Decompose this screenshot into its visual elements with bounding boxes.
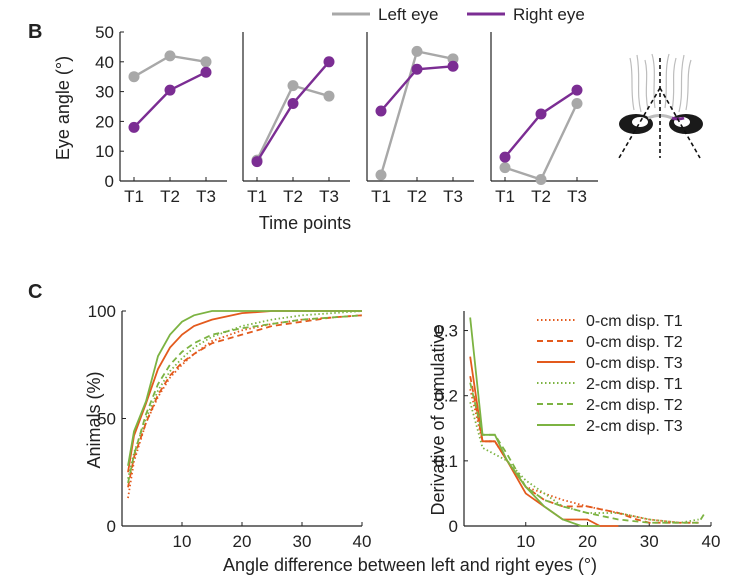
y-tick-label: 20 — [95, 112, 114, 131]
legend-label: 2-cm disp. T1 — [586, 376, 683, 393]
y-tick-label: 30 — [95, 83, 114, 102]
legend-label: 0-cm disp. T1 — [586, 313, 683, 330]
series-line-0-cm-disp-t2 — [469, 375, 699, 524]
x-tick-label: 40 — [702, 532, 721, 551]
left-eye-point — [535, 174, 547, 186]
x-tick-label: 10 — [516, 532, 535, 551]
eye-angle-subplot-1: 0 10 20 30 40 50 T1 T2 T3 — [95, 23, 227, 206]
eye-angle-subplot-2: T1 T2 T3 — [242, 32, 350, 206]
y-tick-label: 100 — [88, 302, 116, 321]
derivative-subplot: 0 0.1 0.2 0.3 10 20 30 40 — [434, 311, 720, 551]
panel-b-legend: Left eye Right eye — [332, 5, 585, 24]
right-eye-point — [164, 84, 176, 96]
x-tick-label: T1 — [124, 187, 144, 206]
x-tick-label: 20 — [578, 532, 597, 551]
left-eye-line — [255, 84, 330, 161]
right-eye-point — [535, 108, 547, 120]
x-tick-label: 30 — [640, 532, 659, 551]
right-eye-point — [375, 105, 387, 117]
right-eye-point — [200, 66, 212, 78]
x-tick-label: T3 — [443, 187, 463, 206]
x-tick-label: T2 — [531, 187, 551, 206]
y-tick-label: 0.3 — [434, 322, 458, 341]
left-eye-point — [128, 71, 140, 83]
y-tick-label: 50 — [95, 23, 114, 42]
y-tick-label: 50 — [97, 410, 116, 429]
right-eye-point — [128, 121, 140, 133]
x-tick-label: T2 — [407, 187, 427, 206]
series-line-0-cm-disp-t1 — [127, 314, 363, 499]
x-tick-label: 40 — [353, 532, 372, 551]
panel-b-ylabel: Eye angle (°) — [53, 56, 73, 160]
legend-label: 0-cm disp. T2 — [586, 334, 683, 351]
x-tick-label: T3 — [319, 187, 339, 206]
x-tick-label: T2 — [160, 187, 180, 206]
series-line-0-cm-disp-t3 — [469, 356, 619, 527]
x-tick-label: T3 — [567, 187, 587, 206]
legend-left-eye-label: Left eye — [378, 5, 439, 24]
panel-c-plots: 0 50 100 10 20 30 40 0 0.1 0.2 0.3 10 20 30 40 — [88, 302, 721, 551]
y-tick-label: 0.2 — [434, 387, 458, 406]
legend-right-eye-label: Right eye — [513, 5, 585, 24]
left-eye-point — [411, 45, 423, 57]
right-eye-point — [571, 84, 583, 96]
series-line-2-cm-disp-t3 — [127, 310, 362, 466]
panel-b-plots: 0 10 20 30 40 50 T1 T2 T3 T1 T2 T3 T1 T2 T3 T1 T2 T3 — [95, 23, 598, 206]
left-eye-point — [164, 50, 176, 62]
series-line-2-cm-disp-t1 — [469, 401, 699, 524]
left-eye-point — [499, 162, 511, 174]
series-line-0-cm-disp-t2 — [127, 314, 363, 488]
y-tick-label: 0.1 — [434, 452, 458, 471]
x-tick-label: 10 — [173, 532, 192, 551]
right-eye-line — [133, 71, 207, 129]
x-tick-label: 20 — [233, 532, 252, 551]
left-eye-point — [323, 90, 335, 102]
right-eye-point — [499, 151, 511, 163]
right-eye-point — [251, 156, 263, 168]
panel-c-left-ylabel: Animals (%) — [84, 371, 104, 468]
x-tick-label: T1 — [247, 187, 267, 206]
right-eye-point — [411, 63, 423, 75]
y-tick-label: 10 — [95, 142, 114, 161]
panel-c-letter: C — [28, 281, 42, 303]
legend-label: 0-cm disp. T3 — [586, 355, 683, 372]
left-eye-point — [571, 98, 583, 110]
y-tick-label: 0 — [105, 172, 114, 191]
series-line-0-cm-disp-t3 — [127, 310, 362, 473]
fish-eye-schematic-icon — [618, 53, 703, 159]
x-tick-label: T2 — [283, 187, 303, 206]
series-line-2-cm-disp-t2 — [127, 314, 363, 484]
eye-angle-subplot-4: T1 T2 T3 — [490, 32, 598, 206]
right-eye-point — [447, 60, 459, 72]
series-line-2-cm-disp-t1 — [127, 310, 363, 479]
cumulative-subplot: 0 50 100 10 20 30 40 — [88, 302, 372, 551]
panel-b-xlabel: Time points — [259, 213, 351, 233]
eye-angle-subplot-3: T1 T2 T3 — [366, 32, 474, 206]
panel-c-legend: 0-cm disp. T1 0-cm disp. T2 0-cm disp. T3 2… — [537, 313, 683, 435]
left-eye-point — [375, 169, 387, 181]
right-eye-point — [287, 98, 299, 110]
panel-b-letter: B — [28, 21, 42, 43]
left-eye-point — [287, 80, 299, 92]
y-tick-label: 40 — [95, 53, 114, 72]
left-eye-point — [200, 56, 212, 68]
x-tick-label: T1 — [495, 187, 515, 206]
right-eye-point — [323, 56, 335, 68]
legend-label: 2-cm disp. T2 — [586, 397, 683, 414]
y-tick-label: 0 — [449, 517, 458, 536]
legend-label: 2-cm disp. T3 — [586, 418, 683, 435]
right-eye-line — [255, 61, 330, 163]
x-tick-label: 30 — [293, 532, 312, 551]
x-tick-label: T1 — [371, 187, 391, 206]
series-line-2-cm-disp-t3 — [469, 317, 600, 527]
y-tick-label: 0 — [107, 517, 116, 536]
panel-c-xlabel: Angle difference between left and right … — [223, 555, 597, 575]
x-tick-label: T3 — [196, 187, 216, 206]
panel-c-right-ylabel: Derivative of cumulative — [428, 324, 448, 515]
